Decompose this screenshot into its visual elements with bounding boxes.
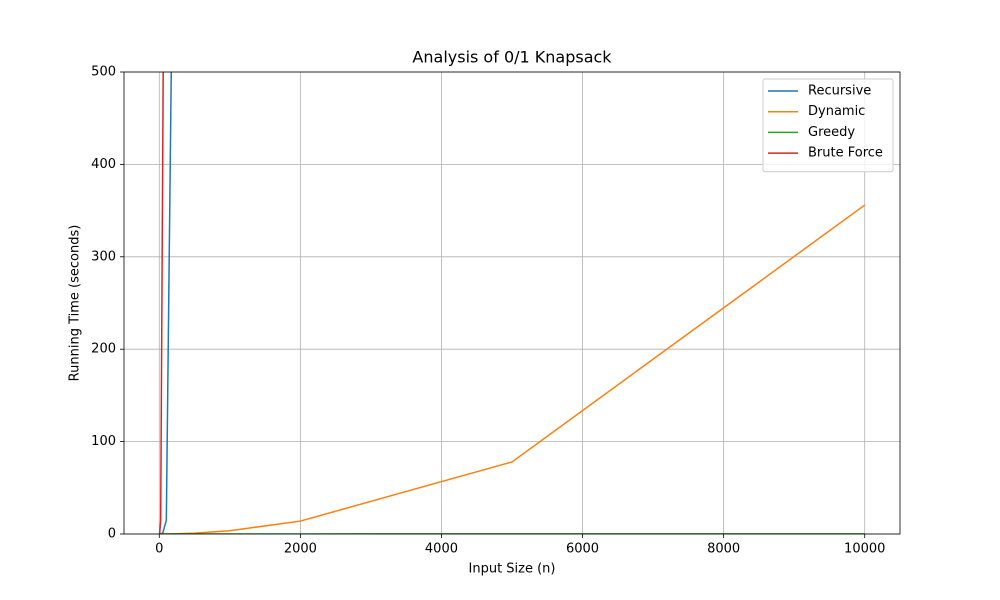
x-tick-label: 4000 [425, 542, 458, 557]
legend-label: Greedy [808, 125, 855, 140]
y-tick-label: 300 [91, 249, 116, 264]
y-tick-label: 500 [91, 65, 116, 80]
x-tick-label: 6000 [566, 542, 599, 557]
plot-lines [158, 72, 866, 534]
legend-label: Recursive [808, 84, 871, 99]
x-tick-label: 0 [155, 542, 163, 557]
chart-title: Analysis of 0/1 Knapsack [412, 48, 612, 67]
series-line [159, 204, 866, 534]
x-tick-label: 10000 [844, 542, 885, 557]
x-tick-label: 8000 [707, 542, 740, 557]
legend-box [762, 78, 894, 173]
x-tick-label: 2000 [284, 542, 317, 557]
legend-label: Dynamic [808, 104, 865, 119]
series-line [158, 72, 164, 534]
plot-frame [123, 71, 901, 535]
y-tick-label: 100 [91, 434, 116, 449]
y-tick-label: 200 [91, 342, 116, 357]
y-tick-label: 0 [108, 527, 116, 542]
y-axis-label: Running Time (seconds) [68, 225, 83, 382]
y-tick-label: 400 [91, 157, 116, 172]
legend-label: Brute Force [808, 146, 883, 161]
x-axis-label: Input Size (n) [469, 562, 556, 577]
legend: Recursive Dynamic Greedy Brute Force [762, 78, 894, 173]
